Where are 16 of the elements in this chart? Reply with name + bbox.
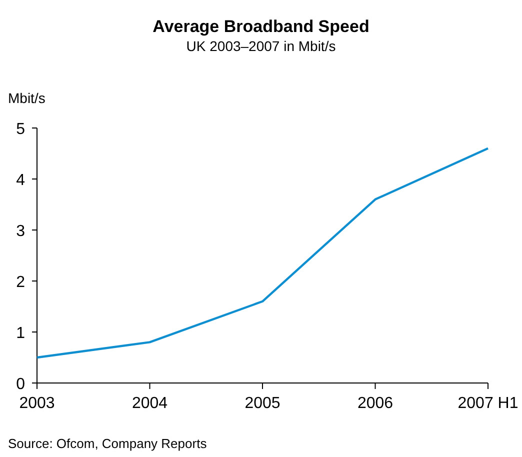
y-tick-label: 4 [16,172,26,189]
x-tick-label: 2006 [357,395,394,412]
y-tick-label: 2 [16,274,26,291]
y-tick-label: 0 [16,376,26,393]
line-series [36,147,490,359]
y-tick-label: 1 [16,325,26,342]
x-tick-label: 2005 [244,395,280,412]
source-note: Source: Ofcom, Company Reports [8,436,208,451]
y-axis-title: Mbit/s [8,90,46,106]
chart-title: Average Broadband Speed [152,17,370,36]
chart-subtitle: UK 2003–2007 in Mbit/s [186,38,336,54]
x-tick-label: 2003 [19,395,55,412]
x-tick-label: 2007 H1 [458,395,518,412]
x-tick-label: 2004 [132,395,168,412]
y-tick-label: 5 [16,121,26,138]
y-tick-label: 3 [16,223,26,240]
